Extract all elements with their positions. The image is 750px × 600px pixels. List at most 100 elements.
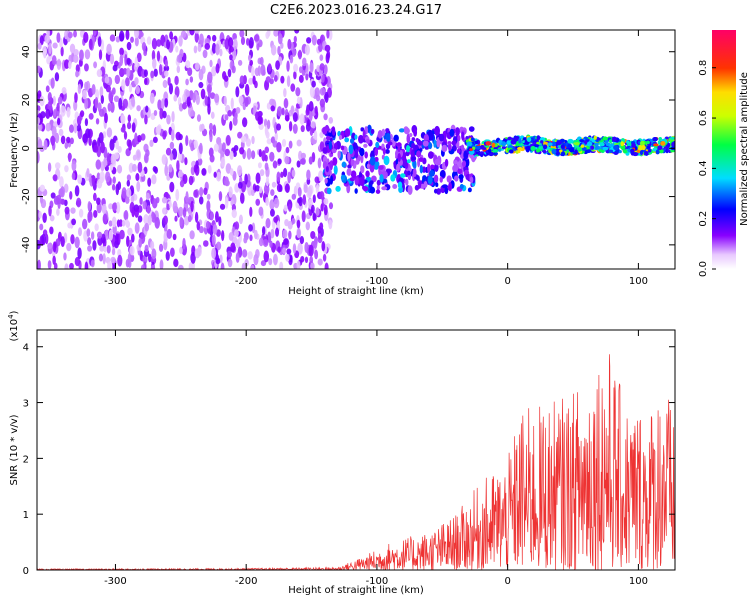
- spectrogram-cell: [284, 155, 290, 165]
- spectrogram-cell: [105, 171, 111, 183]
- spectrogram-cell: [501, 141, 507, 146]
- spectrogram-cell: [77, 83, 82, 95]
- spectrogram-cell: [228, 231, 234, 241]
- spectrogram-cell: [313, 130, 318, 141]
- spectrogram-cell: [655, 149, 660, 155]
- spectrogram-cell: [283, 204, 288, 212]
- spectrogram-cell: [173, 94, 178, 102]
- spectrogram-cell: [252, 75, 256, 85]
- spectrogram-cell: [196, 221, 201, 231]
- spectrogram-cell: [518, 138, 522, 144]
- spectrogram-cell: [231, 209, 237, 219]
- spectrogram-cell: [246, 148, 252, 160]
- spectrogram-cell: [369, 163, 375, 173]
- spectrogram-cell: [441, 184, 448, 189]
- spectrogram-cell: [64, 206, 70, 215]
- spectrogram-cell: [329, 160, 333, 171]
- spectrogram-cell: [364, 151, 368, 159]
- spectrogram-cell: [590, 145, 595, 150]
- spectrogram-cell: [251, 222, 256, 234]
- spectrogram-cell: [76, 197, 82, 208]
- spectrogram-cell: [253, 254, 259, 266]
- spectrogram-cell: [124, 196, 130, 204]
- spectrogram-cell: [416, 150, 422, 158]
- spectrogram-cell: [104, 76, 110, 84]
- spectrogram-cell: [347, 151, 351, 162]
- spectrogram-cell: [279, 261, 284, 269]
- spectrogram-cell: [179, 246, 183, 255]
- spectrogram-cell: [383, 155, 390, 166]
- spectrogram-cell: [158, 243, 164, 252]
- spectrogram-cell: [309, 256, 314, 265]
- spectrogram-cell: [51, 126, 57, 138]
- y-tick-label: -40: [21, 237, 32, 253]
- spectrogram-cell: [289, 255, 293, 263]
- spectrogram-cell: [56, 117, 61, 126]
- spectrogram-cell: [247, 251, 253, 260]
- spectrogram-cell: [284, 115, 290, 122]
- spectrogram-cell: [181, 103, 188, 110]
- spectrogram-cell: [84, 97, 89, 110]
- spectrogram-cell: [118, 97, 123, 110]
- colorbar-tick-label: 0.0: [698, 261, 709, 277]
- spectrogram-cell: [485, 141, 492, 146]
- spectrogram-cell: [164, 70, 169, 78]
- spectrogram-cell: [325, 165, 329, 173]
- spectrogram-cell: [148, 253, 152, 263]
- spectrogram-cell: [657, 145, 663, 151]
- spectrogram-cell: [215, 257, 221, 265]
- spectrogram-cell: [322, 126, 328, 135]
- spectrogram-cell: [52, 255, 56, 265]
- spectrogram-cell: [199, 187, 204, 197]
- spectrogram-cell: [409, 132, 413, 138]
- spectrogram-cell: [454, 127, 460, 137]
- spectrogram-cell: [37, 259, 41, 269]
- spectrogram-cell: [159, 259, 164, 269]
- spectrogram-cell: [237, 165, 243, 177]
- spectrogram-cell: [291, 169, 296, 178]
- spectrogram-cell: [227, 37, 234, 48]
- spectrogram-cell: [185, 191, 189, 203]
- spectrogram-cell: [88, 136, 92, 146]
- spectrogram-cell: [312, 194, 316, 204]
- spectrogram-cell: [427, 142, 433, 150]
- spectrogram-cell: [145, 149, 150, 158]
- bottom-y-axis-label: SNR (10 * v/v): [9, 414, 20, 485]
- spectrogram-cell: [293, 35, 297, 43]
- spectrogram-cell: [117, 254, 123, 267]
- spectrogram-cell: [273, 253, 278, 266]
- spectrogram-cell: [376, 184, 380, 191]
- spectrogram-cell: [235, 252, 240, 263]
- spectrogram-cell: [296, 139, 302, 147]
- spectrogram-cell: [60, 46, 64, 57]
- spectrogram-cell: [63, 252, 67, 261]
- spectrogram-cell: [244, 173, 248, 185]
- snr-panel: -300 -200 -100 0 100 0 1 2 3 4 Height of straigh…: [7, 310, 676, 596]
- spectrogram-cell: [301, 68, 306, 76]
- spectrogram-cell: [134, 56, 138, 68]
- spectrogram-cell: [423, 134, 429, 143]
- spectrogram-cell: [381, 186, 388, 191]
- spectrogram-cell: [622, 149, 628, 154]
- spectrogram-cell: [281, 107, 285, 116]
- spectrogram-cell: [194, 30, 200, 34]
- spectrogram-cell: [224, 179, 230, 187]
- spectrogram-cell: [398, 128, 405, 133]
- spectrogram-cell: [287, 171, 291, 184]
- spectrogram-cell: [354, 148, 359, 159]
- spectrogram-cell: [492, 149, 499, 153]
- spectrogram-cell: [84, 81, 89, 91]
- spectrogram-cell: [282, 229, 288, 239]
- spectrogram-cell: [216, 171, 222, 182]
- spectrogram-cell: [102, 253, 106, 265]
- spectrogram-cell: [175, 45, 179, 53]
- spectrogram-cell: [130, 233, 135, 243]
- spectrogram-cell: [319, 98, 326, 108]
- spectrogram-cell: [318, 170, 324, 182]
- spectrogram-cell: [98, 253, 104, 262]
- spectrogram-cell: [422, 175, 427, 180]
- spectrogram-cell: [385, 132, 391, 142]
- x-tick-label: -200: [235, 276, 258, 287]
- spectrogram-cell: [77, 247, 82, 260]
- spectrogram-cell: [428, 170, 435, 177]
